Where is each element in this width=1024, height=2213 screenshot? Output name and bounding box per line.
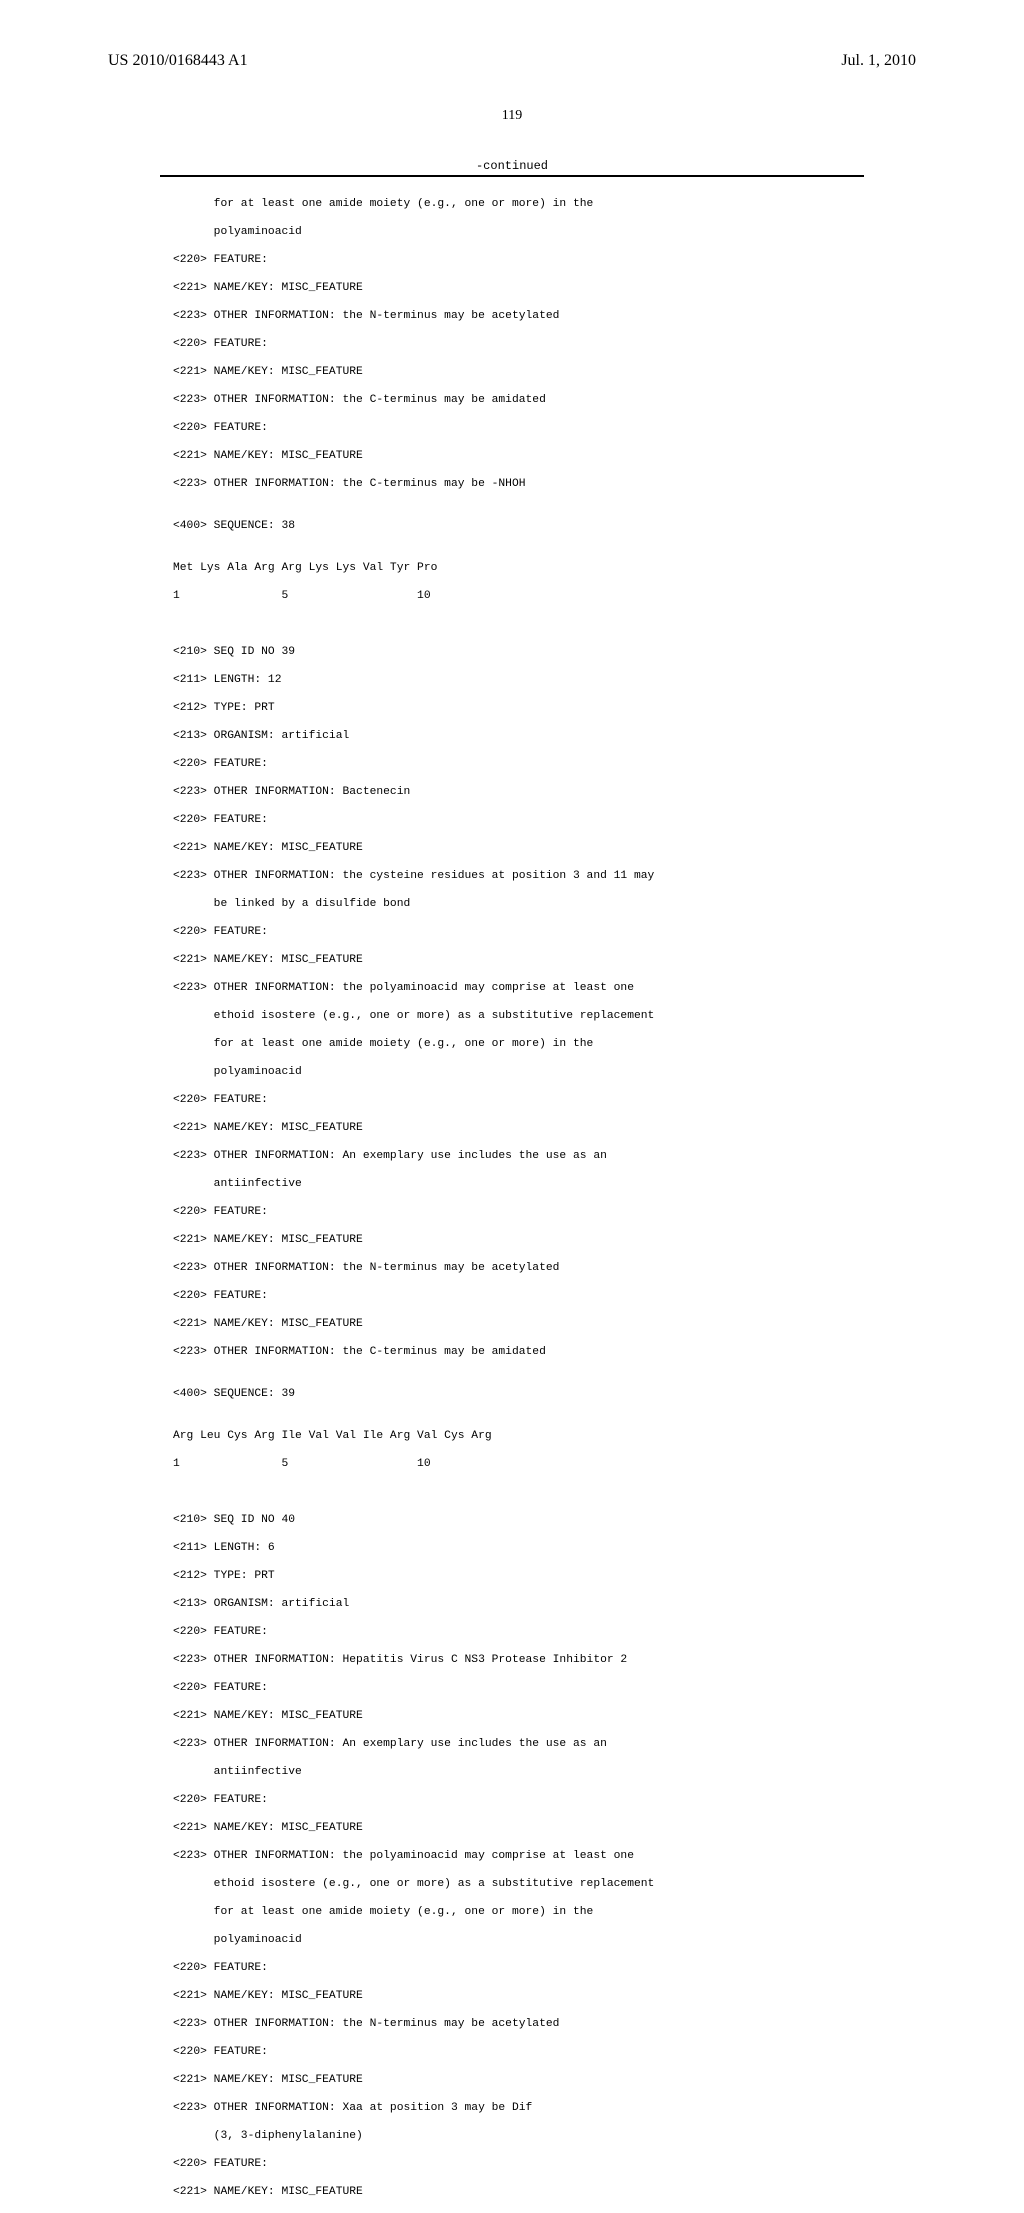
text-line: <223> OTHER INFORMATION: Xaa at position… bbox=[173, 2101, 864, 2115]
text-line: <220> FEATURE: bbox=[173, 1289, 864, 1303]
text-line: <223> OTHER INFORMATION: the polyaminoac… bbox=[173, 981, 864, 995]
text-line: <223> OTHER INFORMATION: the N-terminus … bbox=[173, 2017, 864, 2031]
text-line: <221> NAME/KEY: MISC_FEATURE bbox=[173, 953, 864, 967]
sequence-header: <400> SEQUENCE: 38 bbox=[173, 519, 864, 533]
text-line: <221> NAME/KEY: MISC_FEATURE bbox=[173, 1989, 864, 2003]
text-line: <223> OTHER INFORMATION: Bactenecin bbox=[173, 785, 864, 799]
text-line: <221> NAME/KEY: MISC_FEATURE bbox=[173, 1121, 864, 1135]
text-line: be linked by a disulfide bond bbox=[173, 897, 864, 911]
text-line: <221> NAME/KEY: MISC_FEATURE bbox=[173, 449, 864, 463]
text-line: <223> OTHER INFORMATION: the C-terminus … bbox=[173, 393, 864, 407]
text-line: ethoid isostere (e.g., one or more) as a… bbox=[173, 1009, 864, 1023]
sequence-header: <400> SEQUENCE: 39 bbox=[173, 1387, 864, 1401]
text-line: for at least one amide moiety (e.g., one… bbox=[173, 197, 864, 211]
text-line: <220> FEATURE: bbox=[173, 1793, 864, 1807]
sequence-aa: Met Lys Ala Arg Arg Lys Lys Val Tyr Pro bbox=[173, 561, 864, 575]
sequence-listing-body: for at least one amide moiety (e.g., one… bbox=[173, 183, 864, 2213]
text-line: <213> ORGANISM: artificial bbox=[173, 1597, 864, 1611]
text-line: <221> NAME/KEY: MISC_FEATURE bbox=[173, 2185, 864, 2199]
text-line: <212> TYPE: PRT bbox=[173, 701, 864, 715]
text-line: for at least one amide moiety (e.g., one… bbox=[173, 1905, 864, 1919]
text-line: <220> FEATURE: bbox=[173, 2045, 864, 2059]
text-line: <223> OTHER INFORMATION: An exemplary us… bbox=[173, 1149, 864, 1163]
sequence-numbers: 1 5 10 bbox=[173, 589, 864, 603]
text-line: <221> NAME/KEY: MISC_FEATURE bbox=[173, 281, 864, 295]
text-line: <220> FEATURE: bbox=[173, 1681, 864, 1695]
text-line: <210> SEQ ID NO 39 bbox=[173, 645, 864, 659]
text-line: <220> FEATURE: bbox=[173, 813, 864, 827]
text-line: <221> NAME/KEY: MISC_FEATURE bbox=[173, 841, 864, 855]
text-line: <220> FEATURE: bbox=[173, 337, 864, 351]
text-line: <221> NAME/KEY: MISC_FEATURE bbox=[173, 365, 864, 379]
text-line: <221> NAME/KEY: MISC_FEATURE bbox=[173, 1233, 864, 1247]
text-line: <223> OTHER INFORMATION: the C-terminus … bbox=[173, 477, 864, 491]
text-line: <223> OTHER INFORMATION: the N-terminus … bbox=[173, 1261, 864, 1275]
horizontal-rule bbox=[160, 175, 864, 177]
text-line: <223> OTHER INFORMATION: the cysteine re… bbox=[173, 869, 864, 883]
text-line: <220> FEATURE: bbox=[173, 253, 864, 267]
text-line: <223> OTHER INFORMATION: the polyaminoac… bbox=[173, 1849, 864, 1863]
text-line: <213> ORGANISM: artificial bbox=[173, 729, 864, 743]
text-line: <221> NAME/KEY: MISC_FEATURE bbox=[173, 1821, 864, 1835]
continued-label: -continued bbox=[0, 159, 1024, 173]
text-line: antiinfective bbox=[173, 1177, 864, 1191]
text-line: <220> FEATURE: bbox=[173, 1961, 864, 1975]
sequence-numbers: 1 5 10 bbox=[173, 1457, 864, 1471]
text-line: <212> TYPE: PRT bbox=[173, 1569, 864, 1583]
header-publication-number: US 2010/0168443 A1 bbox=[108, 52, 248, 70]
text-line: <223> OTHER INFORMATION: the N-terminus … bbox=[173, 309, 864, 323]
text-line: <223> OTHER INFORMATION: An exemplary us… bbox=[173, 1737, 864, 1751]
text-line: <221> NAME/KEY: MISC_FEATURE bbox=[173, 1709, 864, 1723]
text-line: polyaminoacid bbox=[173, 225, 864, 239]
text-line: <220> FEATURE: bbox=[173, 1093, 864, 1107]
text-line: (3, 3-diphenylalanine) bbox=[173, 2129, 864, 2143]
text-line: <220> FEATURE: bbox=[173, 2157, 864, 2171]
text-line: polyaminoacid bbox=[173, 1065, 864, 1079]
page-number: 119 bbox=[0, 108, 1024, 124]
text-line: <221> NAME/KEY: MISC_FEATURE bbox=[173, 2073, 864, 2087]
text-line: <220> FEATURE: bbox=[173, 757, 864, 771]
text-line: <220> FEATURE: bbox=[173, 1625, 864, 1639]
text-line: <220> FEATURE: bbox=[173, 925, 864, 939]
text-line: <223> OTHER INFORMATION: Hepatitis Virus… bbox=[173, 1653, 864, 1667]
text-line: <220> FEATURE: bbox=[173, 1205, 864, 1219]
text-line: <210> SEQ ID NO 40 bbox=[173, 1513, 864, 1527]
text-line: polyaminoacid bbox=[173, 1933, 864, 1947]
text-line: <221> NAME/KEY: MISC_FEATURE bbox=[173, 1317, 864, 1331]
text-line: <211> LENGTH: 6 bbox=[173, 1541, 864, 1555]
text-line: ethoid isostere (e.g., one or more) as a… bbox=[173, 1877, 864, 1891]
sequence-aa: Arg Leu Cys Arg Ile Val Val Ile Arg Val … bbox=[173, 1429, 864, 1443]
text-line: antiinfective bbox=[173, 1765, 864, 1779]
text-line: <211> LENGTH: 12 bbox=[173, 673, 864, 687]
header-date: Jul. 1, 2010 bbox=[841, 52, 916, 70]
text-line: for at least one amide moiety (e.g., one… bbox=[173, 1037, 864, 1051]
text-line: <220> FEATURE: bbox=[173, 421, 864, 435]
text-line: <223> OTHER INFORMATION: the C-terminus … bbox=[173, 1345, 864, 1359]
